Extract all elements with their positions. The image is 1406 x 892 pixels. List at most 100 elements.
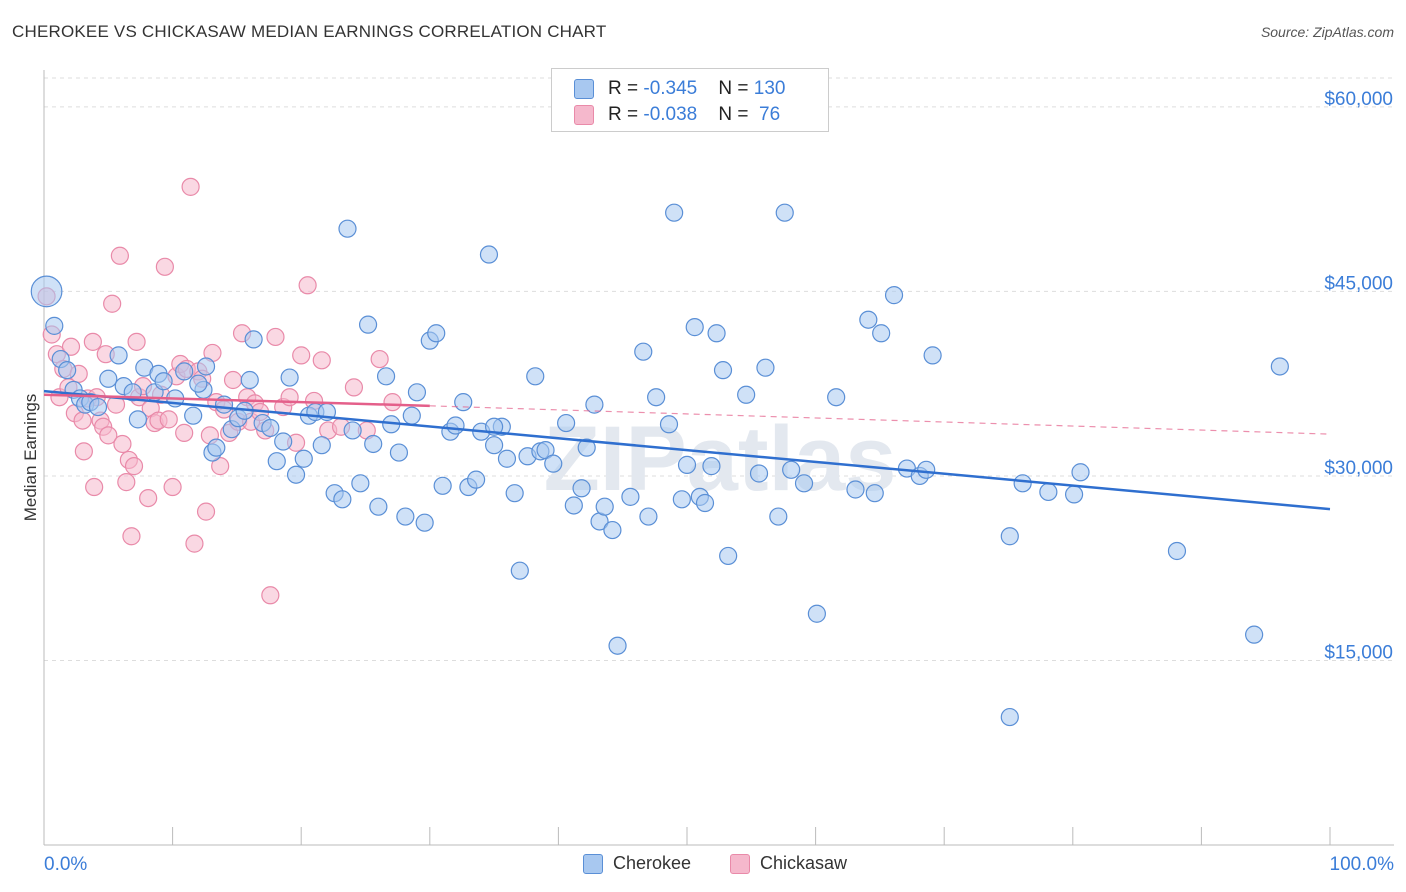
cherokee-point xyxy=(564,496,583,515)
cherokee-point xyxy=(294,449,313,468)
cherokee-point xyxy=(846,480,865,499)
cherokee-point xyxy=(577,438,596,457)
cherokee-point xyxy=(572,479,591,498)
cherokee-point xyxy=(719,546,738,566)
cherokee-point xyxy=(343,421,362,440)
cherokee-point xyxy=(672,490,691,509)
cherokee-point xyxy=(1013,474,1032,493)
n-value: 76 xyxy=(753,104,781,125)
cherokee-point xyxy=(261,418,280,438)
cherokee-point xyxy=(358,315,378,334)
cherokee-point xyxy=(685,318,704,337)
chickasaw-point xyxy=(124,457,144,476)
chickasaw-point xyxy=(266,327,285,347)
r-label: R = xyxy=(608,104,644,125)
cherokee-point xyxy=(557,413,576,433)
chickasaw-point xyxy=(370,349,389,369)
cherokee-point xyxy=(207,438,226,457)
chickasaw-point xyxy=(73,411,92,430)
cherokee-point xyxy=(109,346,128,365)
legend-label: Cherokee xyxy=(613,853,692,873)
n-value: 130 xyxy=(753,78,786,99)
cherokee-point xyxy=(603,520,622,540)
cherokee-point xyxy=(595,497,614,516)
cherokee-swatch xyxy=(574,79,594,99)
cherokee-point xyxy=(154,372,173,391)
legend-label: Chickasaw xyxy=(760,853,848,873)
cherokee-point xyxy=(510,561,529,580)
chickasaw-point xyxy=(261,586,280,605)
cherokee-point xyxy=(244,330,263,349)
chickasaw-point xyxy=(298,276,317,295)
cherokee-point xyxy=(749,464,769,483)
r-label: R = xyxy=(608,78,644,99)
cherokee-point xyxy=(526,367,545,386)
chickasaw-swatch xyxy=(574,105,594,125)
cherokee-point xyxy=(923,346,942,365)
chickasaw-point xyxy=(312,351,331,370)
cherokee-point xyxy=(189,374,208,393)
cherokee-point xyxy=(1167,541,1187,561)
cherokee-swatch xyxy=(583,854,603,874)
cherokee-point xyxy=(775,203,794,222)
cherokee-point xyxy=(196,357,216,376)
cherokee-point xyxy=(634,342,653,361)
chickasaw-point xyxy=(99,426,118,445)
cherokee-point xyxy=(466,470,486,489)
chickasaw-point xyxy=(127,332,146,351)
chickasaw-point xyxy=(85,477,104,497)
correlation-legend: R = -0.345 N = 130 R = -0.038 N = 76 xyxy=(551,68,829,132)
cherokee-point xyxy=(505,484,524,503)
cherokee-point xyxy=(827,388,846,407)
cherokee-point xyxy=(794,474,814,493)
chickasaw-point xyxy=(211,457,230,476)
chart-title: CHEROKEE VS CHICKASAW MEDIAN EARNINGS CO… xyxy=(12,22,607,41)
n-label: N = xyxy=(718,78,754,99)
cherokee-point xyxy=(677,455,697,474)
y-tick-label: $15,000 xyxy=(1324,642,1393,663)
cherokee-point xyxy=(665,203,684,222)
n-label: N = xyxy=(718,104,754,125)
chickasaw-point xyxy=(103,294,122,313)
cherokee-point xyxy=(713,361,733,380)
chickasaw-point xyxy=(175,423,194,442)
cherokee-point xyxy=(267,452,286,471)
cherokee-point xyxy=(312,436,331,455)
r-value: -0.038 xyxy=(643,104,698,125)
y-axis-title: Median Earnings xyxy=(21,394,40,522)
chickasaw-point xyxy=(196,502,216,521)
axes xyxy=(43,70,1394,846)
cherokee-point xyxy=(544,454,563,473)
y-tick-label: $60,000 xyxy=(1324,89,1393,110)
chickasaw-trend-line xyxy=(43,393,430,408)
chickasaw-trend-extension xyxy=(429,405,1331,435)
cherokee-point xyxy=(872,324,891,343)
cherokee-point xyxy=(1064,485,1084,504)
y-tick-label: $30,000 xyxy=(1324,458,1393,479)
chickasaw-point xyxy=(61,337,81,356)
chickasaw-point xyxy=(139,488,158,508)
cherokee-point xyxy=(647,388,666,407)
watermark: ZIPatlas xyxy=(544,408,897,510)
x-tick-label: 100.0% xyxy=(1330,854,1395,875)
cherokee-point xyxy=(782,460,801,479)
cherokee-point xyxy=(1071,463,1090,482)
cherokee-point xyxy=(427,324,446,343)
chickasaw-point xyxy=(185,534,204,553)
cherokee-point xyxy=(396,507,415,526)
chickasaw-point xyxy=(113,434,132,454)
chickasaw-swatch xyxy=(730,854,750,874)
cherokee-point xyxy=(639,507,658,526)
cherokee-point xyxy=(333,490,352,509)
cherokee-point xyxy=(917,460,936,479)
cherokee-point xyxy=(99,369,118,388)
source-note: Source: ZipAtlas.com xyxy=(1260,24,1394,40)
cherokee-point xyxy=(1000,707,1019,727)
cherokee-point xyxy=(659,415,679,434)
y-tick-label: $45,000 xyxy=(1324,273,1393,294)
cherokee-point xyxy=(702,457,721,476)
cherokee-point xyxy=(58,361,77,380)
cherokee-point xyxy=(240,370,259,390)
chickasaw-point xyxy=(383,393,402,412)
